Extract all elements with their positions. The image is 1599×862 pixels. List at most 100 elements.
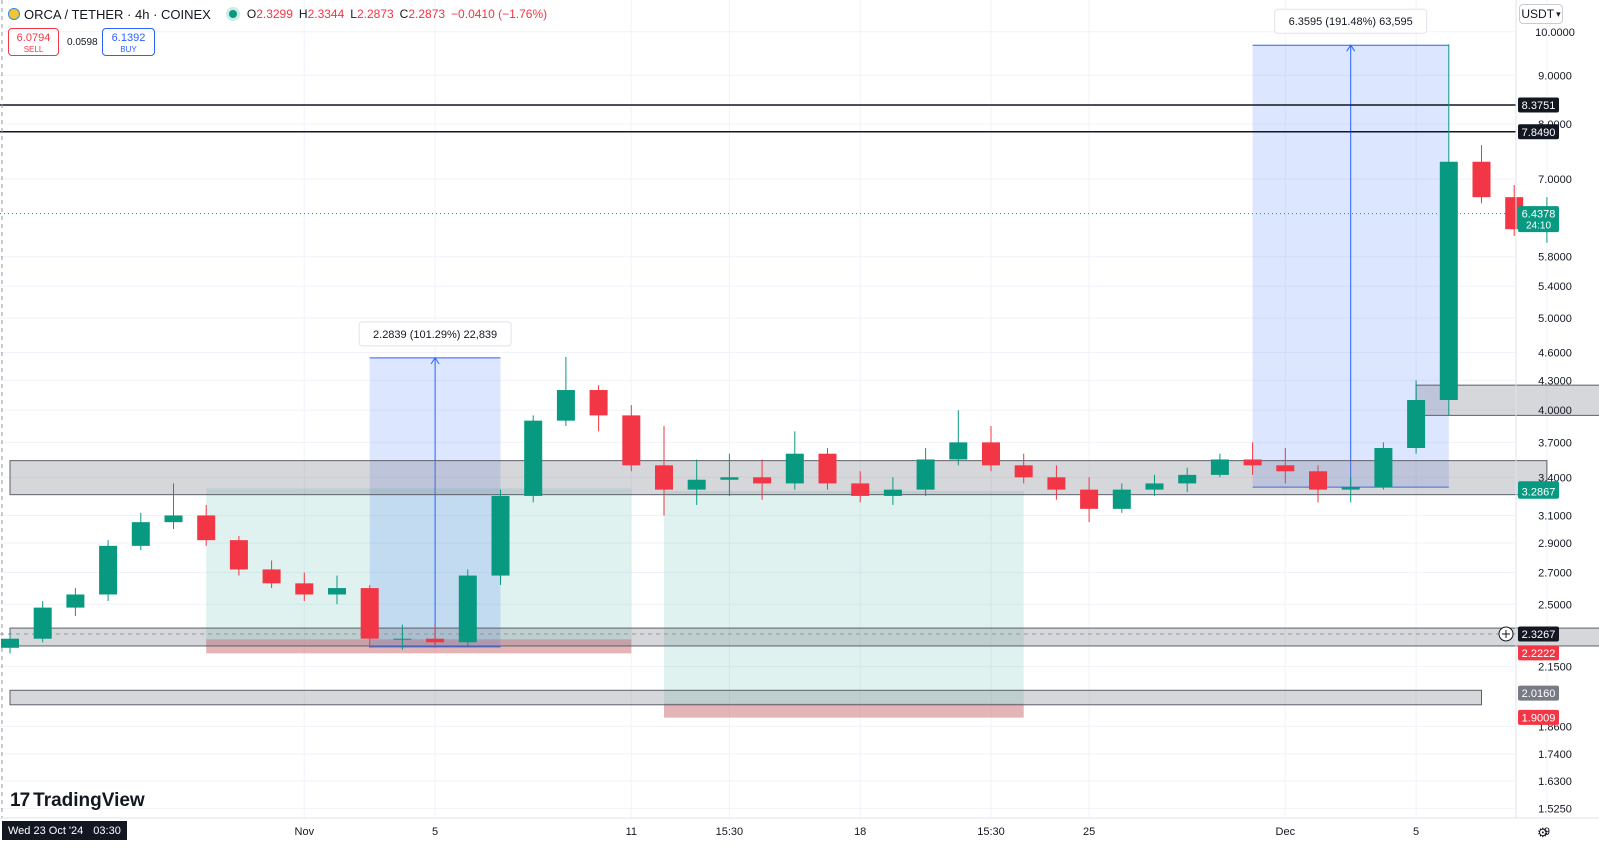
price-label: 2.2222: [1522, 648, 1556, 660]
buy-button[interactable]: 6.1392 BUY: [102, 28, 155, 56]
ohlc-close: C2.2873: [399, 7, 446, 21]
price-label: 6.4378: [1522, 209, 1556, 221]
candle-body: [1112, 489, 1131, 509]
price-tick-label: 5.0000: [1538, 313, 1572, 325]
price-tick-label: 2.5000: [1538, 599, 1572, 611]
time-tick-label: 5: [432, 826, 438, 838]
candle-body: [1178, 474, 1197, 484]
symbol-title[interactable]: ORCA / TETHER · 4h · COINEX: [24, 6, 211, 22]
candle-body: [1, 638, 19, 648]
candle-body: [524, 420, 543, 496]
zone-box: [9, 627, 1599, 647]
ohlc-change: −0.0410 (−1.76%): [451, 7, 548, 21]
chevron-down-icon: ▾: [1556, 8, 1561, 19]
time-tick-label: Nov: [295, 826, 315, 838]
tradingview-logo[interactable]: 17 TradingView: [10, 790, 145, 812]
sell-price: 6.0794: [16, 32, 51, 44]
ohlc-open: O2.3299: [246, 7, 293, 21]
price-label-box: [1518, 685, 1559, 701]
price-label: 8.3751: [1522, 100, 1556, 112]
price-label: 7.8490: [1522, 127, 1556, 139]
gear-icon[interactable]: ⚙: [1537, 825, 1549, 840]
price-tick-label: 4.6000: [1538, 347, 1572, 359]
price-label-box: [1518, 709, 1559, 725]
tradingview-mark-icon: 17: [10, 790, 30, 811]
time-tick-label: 25: [1083, 826, 1095, 838]
time-tick-label: 15:30: [977, 826, 1005, 838]
price-label-box: [1518, 206, 1559, 233]
price-tick-label: 1.5250: [1538, 803, 1572, 815]
position-stop-zone: [664, 703, 1024, 718]
price-label: 2.0160: [1522, 688, 1556, 700]
price-label: 2.3267: [1522, 629, 1556, 641]
crosshair-date: Wed 23 Oct '24: [8, 824, 84, 837]
sell-button[interactable]: 6.0794 SELL: [8, 28, 59, 56]
buy-label: BUY: [120, 45, 137, 54]
grid: [0, 0, 1548, 818]
candles: [1, 44, 1556, 654]
candle-body: [99, 545, 118, 595]
measure-label: 6.3595 (191.48%) 63,595: [1289, 16, 1413, 28]
candle-body: [982, 442, 1000, 466]
candle-body: [1407, 399, 1426, 448]
crosshair-date-label: Wed 23 Oct '24 03:30: [2, 821, 127, 840]
time-tick-label: 18: [854, 826, 866, 838]
candle-body: [916, 459, 935, 490]
candle-body: [949, 442, 968, 460]
candle-body: [1341, 487, 1360, 490]
price-label: 1.9009: [1522, 712, 1556, 724]
candle-body: [393, 638, 412, 640]
symbol-header: ORCA / TETHER · 4h · COINEX O2.3299 H2.3…: [8, 5, 547, 23]
candle-body: [818, 453, 837, 484]
brand-name: TradingView: [33, 790, 145, 811]
price-tick-label: 3.1000: [1538, 510, 1572, 522]
candle-body: [1439, 161, 1458, 400]
price-label-box: [1518, 97, 1559, 113]
candle-body: [66, 594, 85, 608]
price-label-box: [1518, 626, 1559, 642]
time-tick-label: 15:30: [716, 826, 744, 838]
time-tick-label: 5: [1413, 826, 1419, 838]
measure-arrow-head: [1346, 44, 1356, 52]
candle-body: [360, 588, 379, 639]
candle-body: [262, 569, 281, 584]
candle-body: [1047, 477, 1066, 490]
measure-label-box: [358, 321, 512, 347]
candle-body: [1374, 447, 1393, 488]
ohlc-high: H2.3344: [298, 7, 345, 21]
candle-body: [1243, 459, 1262, 466]
measure-label: 2.2839 (101.29%) 22,839: [373, 329, 497, 341]
market-status-icon[interactable]: [228, 10, 237, 18]
time-tick-label: Dec: [1276, 826, 1296, 838]
candle-body: [883, 489, 902, 496]
candle-body: [1276, 465, 1295, 472]
candle-body: [491, 495, 510, 576]
price-tick-label: 2.1500: [1538, 662, 1572, 674]
candle-body: [1145, 483, 1164, 490]
price-tick-label: 1.7400: [1538, 749, 1572, 761]
candle-body: [1080, 489, 1099, 509]
time-tick-label: 9: [1544, 826, 1550, 838]
candle-body: [1309, 471, 1327, 490]
price-tick-label: 1.6300: [1538, 776, 1572, 788]
candle-body: [589, 390, 608, 416]
price-label-countdown: 24:10: [1526, 221, 1551, 232]
currency-label: USDT: [1521, 7, 1555, 21]
position-profit-zone: [664, 490, 1024, 718]
price-tick-label: 9.0000: [1538, 70, 1572, 82]
price-tick-label: 5.8000: [1538, 252, 1572, 264]
price-tick-label: 4.3000: [1538, 375, 1572, 387]
price-label-box: [1518, 645, 1559, 661]
candle-body: [131, 522, 150, 546]
spread-value: 0.0598: [67, 37, 98, 48]
price-tick-label: 10.0000: [1535, 27, 1575, 39]
price-label: 3.2867: [1522, 486, 1556, 498]
price-tick-label: 4.0000: [1538, 405, 1572, 417]
candle-body: [328, 588, 346, 595]
candle-body: [851, 483, 870, 496]
price-label-box: [1518, 483, 1559, 499]
currency-selector[interactable]: USDT ▾: [1519, 4, 1563, 24]
price-tick-label: 2.9000: [1538, 538, 1572, 550]
candle-body: [197, 515, 216, 541]
